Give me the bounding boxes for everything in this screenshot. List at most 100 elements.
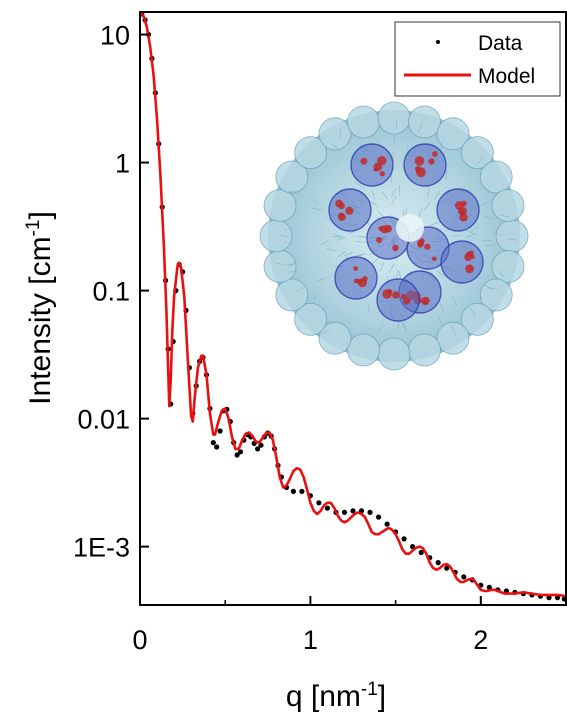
inset-strand (400, 321, 407, 331)
inset-strand (317, 277, 327, 282)
data-point (237, 449, 244, 455)
data-point (384, 521, 390, 527)
inset-shell-lobe (436, 321, 470, 355)
inset-core-red (376, 237, 383, 243)
inset-strand (320, 328, 330, 335)
data-point (210, 440, 216, 446)
inset-core-red (455, 201, 464, 210)
inset-strand (436, 270, 446, 277)
inset-core-red (465, 264, 474, 274)
plot-frame (139, 11, 567, 606)
data-point (290, 488, 296, 494)
inset-core-ring (334, 256, 378, 300)
axes: 0 1 2 1E-3 0.01 0.1 1 10 (73, 21, 488, 655)
inset-strand (465, 232, 475, 239)
data-point (461, 574, 467, 580)
inset-core-red (379, 171, 385, 177)
inset-core-red (382, 289, 392, 299)
data-point (214, 444, 220, 450)
inset-core-red (403, 297, 411, 305)
y-tick-label: 1E-3 (73, 533, 130, 563)
x-tick-label: 2 (473, 625, 488, 655)
inset-strand (427, 187, 431, 198)
inset-core-red (353, 266, 358, 271)
x-tick-label: 1 (303, 625, 318, 655)
inset-core-red (466, 251, 471, 257)
inset-strand (452, 296, 457, 307)
inset-strand (370, 200, 379, 208)
inset-core-red (400, 293, 407, 300)
inset-shell-lobe (275, 160, 309, 194)
inset-strand (381, 191, 389, 200)
inset-strand (311, 294, 317, 305)
inset-core-red (432, 151, 438, 157)
inset-core-blue (335, 257, 377, 299)
inset-shell-lobe (408, 333, 441, 367)
inset-strand (354, 182, 364, 189)
inset-strand (441, 140, 443, 151)
inset-strand (418, 123, 422, 133)
inset-strand (483, 283, 493, 291)
model-curve (140, 12, 566, 598)
inset-shell-lobe (491, 189, 525, 222)
inset-strand (287, 270, 298, 273)
inset-strand (279, 234, 289, 238)
inset-strand (357, 235, 368, 238)
inset-strand (336, 251, 346, 258)
inset-core-red (428, 158, 435, 165)
legend: Data Model (394, 21, 561, 97)
inset-shell-lobe (294, 302, 328, 336)
inset-shell-lobe (347, 333, 380, 367)
inset-shell-lobe (436, 117, 470, 151)
inset-strand (492, 232, 503, 236)
data-point (217, 428, 223, 434)
inset-shell-lobe (479, 160, 513, 194)
y-tick-label: 10 (100, 21, 130, 51)
inset-strand (470, 226, 480, 232)
inset-structure-image (259, 101, 529, 371)
inset-strand (439, 303, 445, 314)
inset-shell-lobe (259, 219, 293, 253)
inset-strand (379, 262, 385, 272)
data-point (401, 536, 407, 542)
inset-strand (390, 187, 396, 198)
inset-shell-lobe (377, 337, 411, 371)
data-point (255, 446, 261, 452)
inset-core-red (424, 243, 431, 250)
inset-strand (294, 287, 305, 293)
data-point (444, 565, 450, 571)
legend-model-label: Model (478, 65, 535, 88)
inset-shell-lobe (263, 250, 297, 283)
inset-core-red (360, 157, 368, 165)
inset-core-red (345, 206, 354, 215)
inset-strand (434, 190, 441, 200)
inset-core-red (373, 162, 383, 172)
inset-strand (499, 214, 510, 218)
y-tick-label: 0.01 (77, 405, 130, 435)
y-tick-label: 1 (115, 149, 130, 179)
inset-shell-lobe (495, 219, 529, 253)
inset-strand (275, 262, 286, 266)
inset-strand (402, 321, 407, 331)
inset-core-ring (350, 143, 394, 187)
inset-strand (451, 325, 457, 336)
inset-strand (288, 190, 299, 193)
inset-shell-lobe (460, 302, 494, 336)
inset-core-ring (376, 278, 420, 322)
inset-strand (335, 236, 346, 241)
inset-strand (326, 248, 337, 252)
data-point (376, 514, 382, 520)
inset-core-red (392, 291, 400, 299)
inset-strand (332, 144, 341, 152)
legend-data-marker (436, 40, 440, 44)
y-axis-title: Intensity [cm-1] (23, 211, 57, 405)
inset-strand (377, 323, 384, 333)
data-point (299, 488, 305, 494)
data-point (367, 509, 373, 515)
inset-strand (424, 201, 431, 211)
legend-data-label: Data (478, 32, 523, 55)
inset-core-red (338, 202, 345, 210)
y-tick-label: 0.1 (92, 277, 130, 307)
data-point (316, 500, 322, 506)
